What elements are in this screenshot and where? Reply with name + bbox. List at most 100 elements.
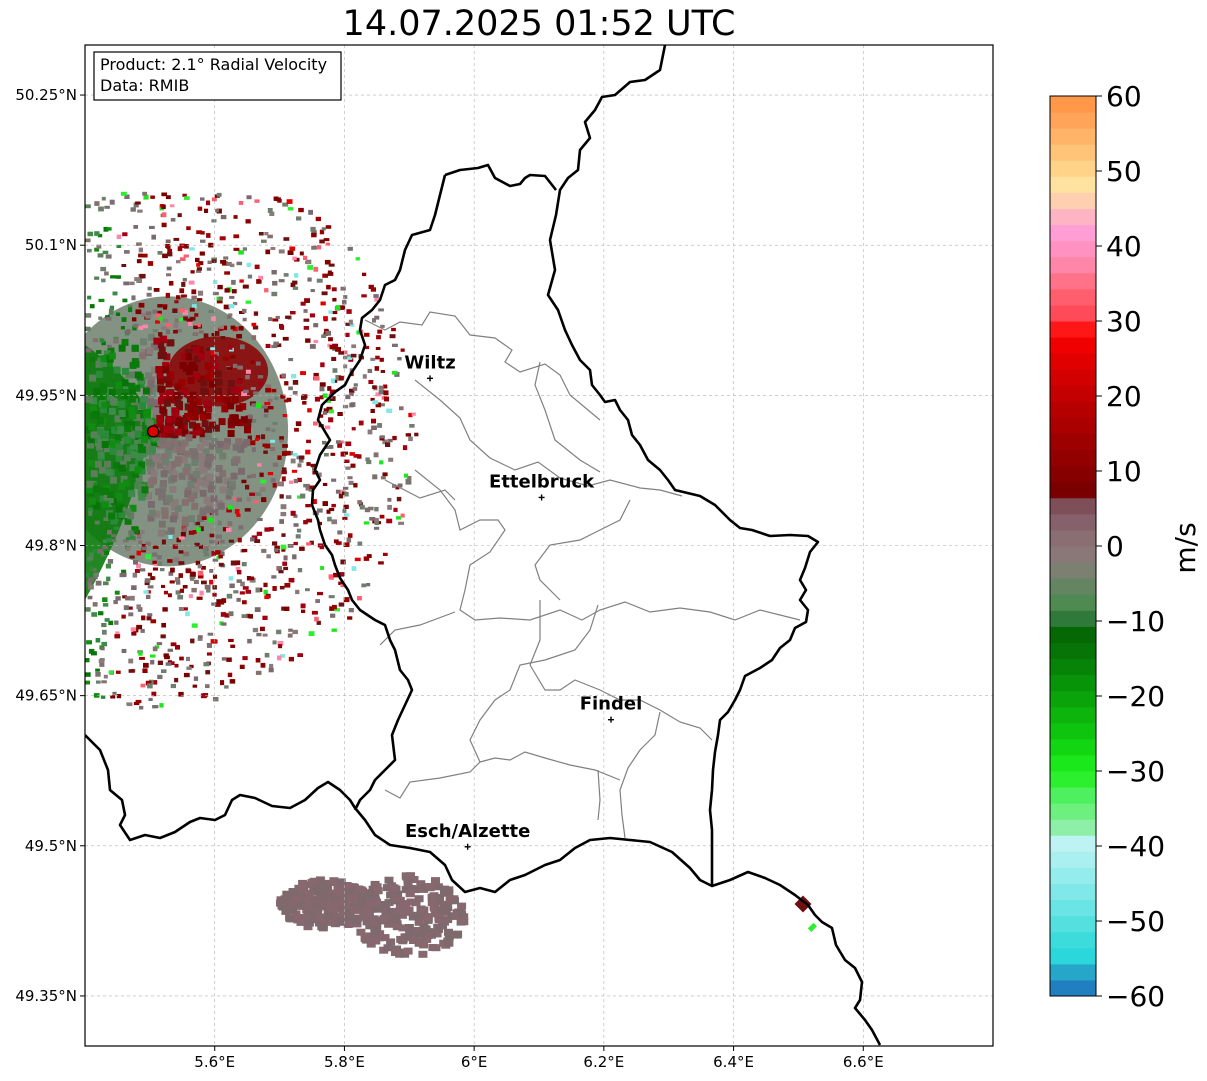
city-label: Esch/Alzette — [405, 821, 530, 842]
colorbar-tick-label: −50 — [1106, 905, 1165, 938]
y-tick-label: 50.1°N — [25, 236, 77, 254]
colorbar — [1049, 95, 1097, 997]
y-tick-label: 49.95°N — [15, 386, 77, 404]
colorbar-segment — [1050, 706, 1096, 724]
colorbar-tick-label: 30 — [1106, 305, 1142, 338]
colorbar-unit: m/s — [1169, 522, 1202, 573]
y-tick-label: 49.35°N — [15, 987, 77, 1005]
city-marker — [538, 494, 545, 501]
canton-boundaries — [364, 311, 801, 839]
colorbar-segment — [1050, 224, 1096, 242]
info-box: Product: 2.1° Radial Velocity Data: RMIB — [93, 51, 342, 101]
city-marker — [464, 843, 471, 850]
colorbar-segment — [1050, 128, 1096, 145]
x-tick-label: 6.6°E — [843, 1053, 884, 1071]
colorbar-segment — [1050, 304, 1096, 322]
colorbar-segment — [1050, 883, 1096, 901]
colorbar-segment — [1050, 803, 1096, 820]
colorbar-segment — [1050, 481, 1096, 499]
info-source: Data: RMIB — [100, 76, 189, 95]
colorbar-segment — [1050, 417, 1096, 434]
colorbar-segment — [1050, 144, 1096, 161]
radar-echoes — [85, 191, 817, 958]
colorbar-tick-label: 60 — [1106, 80, 1142, 113]
city-marker — [607, 716, 614, 723]
colorbar-segment — [1050, 240, 1096, 258]
colorbar-segment — [1050, 369, 1096, 386]
colorbar-segment — [1050, 690, 1096, 708]
colorbar-segment — [1050, 272, 1096, 290]
map-title: 14.07.2025 01:52 UTC — [342, 4, 736, 44]
colorbar-segment — [1050, 529, 1096, 547]
colorbar-segment — [1050, 160, 1096, 177]
colorbar-segment — [1050, 96, 1096, 113]
colorbar-segment — [1050, 465, 1096, 483]
colorbar-segment — [1050, 771, 1096, 788]
colorbar-segment — [1050, 578, 1096, 595]
colorbar-segment — [1050, 835, 1096, 852]
colorbar-segment — [1050, 947, 1096, 965]
colorbar-segment — [1050, 610, 1096, 627]
colorbar-segment — [1050, 899, 1096, 917]
borders — [85, 45, 882, 1046]
x-tick-label: 6.4°E — [713, 1053, 754, 1071]
colorbar-segment — [1050, 513, 1096, 531]
colorbar-segment — [1050, 321, 1096, 338]
colorbar-segment — [1050, 754, 1096, 772]
colorbar-tick-label: 40 — [1106, 230, 1142, 263]
radar-site-marker — [147, 425, 160, 438]
colorbar-tick-label: 0 — [1106, 530, 1124, 563]
colorbar-tick-label: −40 — [1106, 830, 1165, 863]
x-tick-label: 6°E — [461, 1053, 488, 1071]
colorbar-segment — [1050, 546, 1096, 563]
colorbar-segment — [1050, 979, 1096, 997]
y-tick-label: 49.8°N — [25, 537, 77, 555]
colorbar-segment — [1050, 867, 1096, 884]
x-tick-label: 5.6°E — [194, 1053, 235, 1071]
city-label: Wiltz — [404, 352, 455, 373]
city-label: Ettelbruck — [489, 471, 595, 492]
colorbar-segment — [1050, 963, 1096, 981]
colorbar-segment — [1050, 256, 1096, 274]
colorbar-segment — [1050, 288, 1096, 306]
colorbar-segment — [1050, 787, 1096, 804]
colorbar-segment — [1050, 562, 1096, 579]
colorbar-segment — [1050, 497, 1096, 515]
colorbar-tick-label: 10 — [1106, 455, 1142, 488]
colorbar-segment — [1050, 658, 1096, 676]
colorbar-segment — [1050, 594, 1096, 611]
city-marker — [427, 375, 434, 382]
colorbar-segment — [1050, 433, 1096, 451]
colorbar-segment — [1050, 674, 1096, 692]
colorbar-segment — [1050, 385, 1096, 402]
city-markers: Wiltz Ettelbruck Findel Esch/Alzette — [404, 352, 642, 850]
info-product: Product: 2.1° Radial Velocity — [100, 55, 327, 74]
colorbar-segment — [1050, 192, 1096, 209]
axis-ticks: 5.6°E 5.8°E 6°E 6.2°E 6.4°E 6.6°E 50.25°N 50.1°… — [15, 86, 883, 1071]
colorbar-segment — [1050, 626, 1096, 643]
x-tick-label: 5.8°E — [324, 1053, 365, 1071]
x-tick-label: 6.2°E — [583, 1053, 624, 1071]
colorbar-segment — [1050, 353, 1096, 370]
colorbar-segment — [1050, 176, 1096, 193]
colorbar-tick-label: −30 — [1106, 755, 1165, 788]
y-tick-label: 50.25°N — [15, 86, 77, 104]
colorbar-segment — [1050, 112, 1096, 129]
colorbar-segment — [1050, 449, 1096, 467]
colorbar-segment — [1050, 819, 1096, 836]
colorbar-segment — [1050, 722, 1096, 740]
colorbar-segment — [1050, 401, 1096, 418]
colorbar-segment — [1050, 931, 1096, 949]
national-borders — [85, 45, 882, 1046]
colorbar-segment — [1050, 337, 1096, 354]
colorbar-segment — [1050, 915, 1096, 933]
colorbar-segment — [1050, 208, 1096, 226]
y-tick-label: 49.65°N — [15, 687, 77, 705]
colorbar-tick-label: 50 — [1106, 155, 1142, 188]
colorbar-tick-label: −20 — [1106, 680, 1165, 713]
y-tick-label: 49.5°N — [25, 837, 77, 855]
colorbar-ticks: 60 50 40 30 20 10 0 −10 −20 −30 −40 −50 −60 — [1096, 80, 1165, 1013]
colorbar-tick-label: 20 — [1106, 380, 1142, 413]
colorbar-tick-label: −10 — [1106, 605, 1165, 638]
